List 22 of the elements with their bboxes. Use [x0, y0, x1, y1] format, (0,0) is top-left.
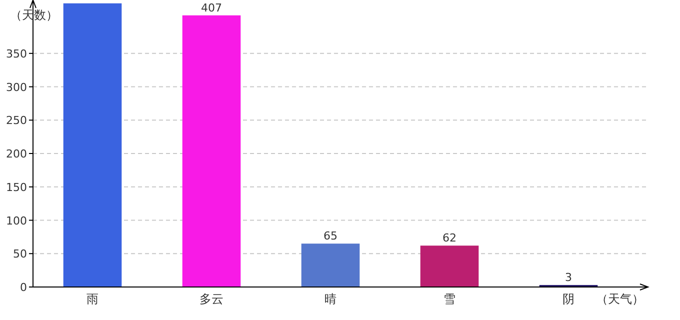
bar [420, 246, 479, 287]
x-axis-title: （天气） [596, 292, 644, 306]
x-tick-label: 晴 [324, 292, 336, 306]
x-tick-label: 多云 [200, 292, 224, 306]
y-tick-label: 250 [6, 114, 27, 128]
data-label: 62 [442, 232, 456, 245]
x-tick-label: 雨 [86, 292, 98, 306]
bar [63, 3, 122, 287]
y-tick-label: 0 [20, 281, 27, 294]
y-tick-label: 100 [6, 214, 27, 228]
bar [182, 15, 241, 287]
y-tick-label: 150 [6, 180, 27, 194]
data-label: 3 [565, 271, 572, 284]
x-tick-label: 雪 [444, 292, 456, 306]
data-label: 65 [324, 230, 338, 243]
y-tick-label: 200 [6, 148, 27, 161]
bar [301, 244, 360, 287]
data-label: 407 [201, 1, 222, 14]
y-tick-label: 300 [6, 80, 27, 94]
x-tick-label: 阴 [562, 292, 574, 306]
y-tick-label: 350 [6, 47, 27, 60]
y-tick-label: 50 [13, 248, 27, 261]
